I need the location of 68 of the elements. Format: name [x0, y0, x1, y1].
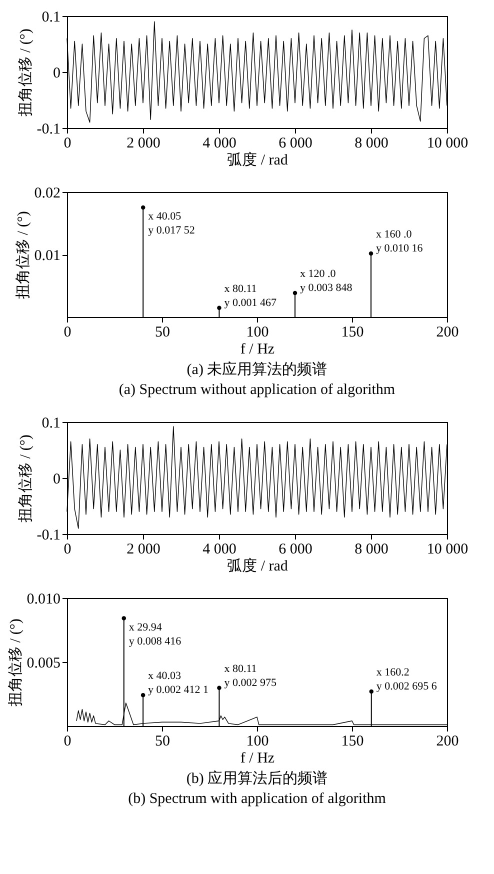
x-tick-label: 10 000 [426, 542, 468, 558]
x-tick-label: 2 000 [126, 136, 160, 152]
x-tick-label: 6 000 [278, 136, 312, 152]
annotation: x 160.2 [376, 666, 410, 678]
x-tick-label: 50 [155, 324, 170, 340]
annotation: y 0.008 416 [128, 635, 182, 648]
x-tick-label: 4 000 [202, 542, 236, 558]
x-tick-label: 6 000 [278, 542, 312, 558]
annotation: x 80.11 [224, 282, 257, 295]
y-tick-label: 0.1 [42, 416, 60, 432]
annotation: y 0.001 467 [224, 296, 277, 309]
x-axis-title: f / Hz [240, 750, 275, 766]
text: (b) Spectrum with application of algorithm [128, 791, 386, 807]
y-tick-label: -0.1 [36, 122, 60, 138]
x-tick-label: 150 [341, 324, 364, 340]
y-tick-label: 0.02 [34, 186, 60, 202]
x-tick-label: 200 [436, 324, 459, 340]
annotation: x 120 .0 [300, 268, 336, 280]
x-tick-label: 4 000 [202, 136, 236, 152]
point [140, 205, 146, 210]
x-axis-title: 弧度 / rad [227, 558, 288, 574]
x-axis-title: f / Hz [240, 342, 275, 358]
y-tick-label: 0.010 [26, 592, 60, 608]
y-tick-label: 0 [53, 472, 60, 488]
annotation: x 160 .0 [376, 228, 412, 240]
annotation: y 0.010 16 [376, 242, 424, 254]
y-tick-label: 0.1 [42, 10, 60, 26]
text: (a) Spectrum without application of algorithm [118, 382, 396, 398]
text: (b) 应用算法后的频谱 [186, 770, 328, 787]
annotation: y 0.002 412 1 [148, 684, 209, 696]
y-tick-label: 0 [53, 66, 60, 82]
x-tick-label: 8 000 [354, 542, 388, 558]
annotation: x 40.03 [148, 670, 182, 682]
x-tick-label: 100 [246, 734, 269, 750]
annotation: y 0.003 848 [300, 282, 353, 294]
point [217, 306, 222, 310]
x-tick-label: 200 [436, 734, 459, 750]
y-tick-label: 0.005 [26, 656, 60, 672]
x-tick-label: 0 [64, 734, 72, 750]
point [122, 616, 126, 620]
x-axis-title: 弧度 / rad [227, 152, 288, 168]
x-tick-label: 10 000 [426, 136, 468, 152]
annotation: y 0.002 695 6 [376, 680, 438, 692]
x-tick-label: 150 [341, 734, 364, 750]
x-tick-label: 50 [155, 734, 170, 750]
x-tick-label: 8 000 [354, 136, 388, 152]
y-axis-title: 扭角位移 / (°) [14, 211, 32, 299]
annotation: x 40.05 [148, 210, 182, 222]
y-axis-title: 扭角位移 / (°) [16, 28, 34, 116]
point [369, 689, 374, 694]
y-tick-label: 0.01 [34, 248, 60, 264]
text: (a) 未应用算法的频谱 [186, 361, 328, 378]
y-tick-label: -0.1 [36, 528, 60, 544]
x-tick-label: 0 [64, 136, 72, 152]
x-tick-label: 100 [246, 324, 269, 340]
point [217, 686, 222, 690]
annotation: x 80.11 [224, 662, 257, 675]
y-axis-title: 扭角位移 / (°) [6, 618, 24, 706]
annotation: y 0.017 52 [148, 224, 195, 236]
point [292, 290, 298, 296]
y-axis-title: 扭角位移 / (°) [16, 434, 34, 522]
annotation: y 0.002 975 [224, 676, 277, 689]
x-tick-label: 2 000 [126, 542, 160, 558]
point [368, 251, 374, 256]
x-tick-label: 0 [64, 324, 72, 340]
annotation: x 29.94 [128, 621, 162, 634]
x-tick-label: 0 [64, 542, 72, 558]
point [140, 693, 146, 698]
